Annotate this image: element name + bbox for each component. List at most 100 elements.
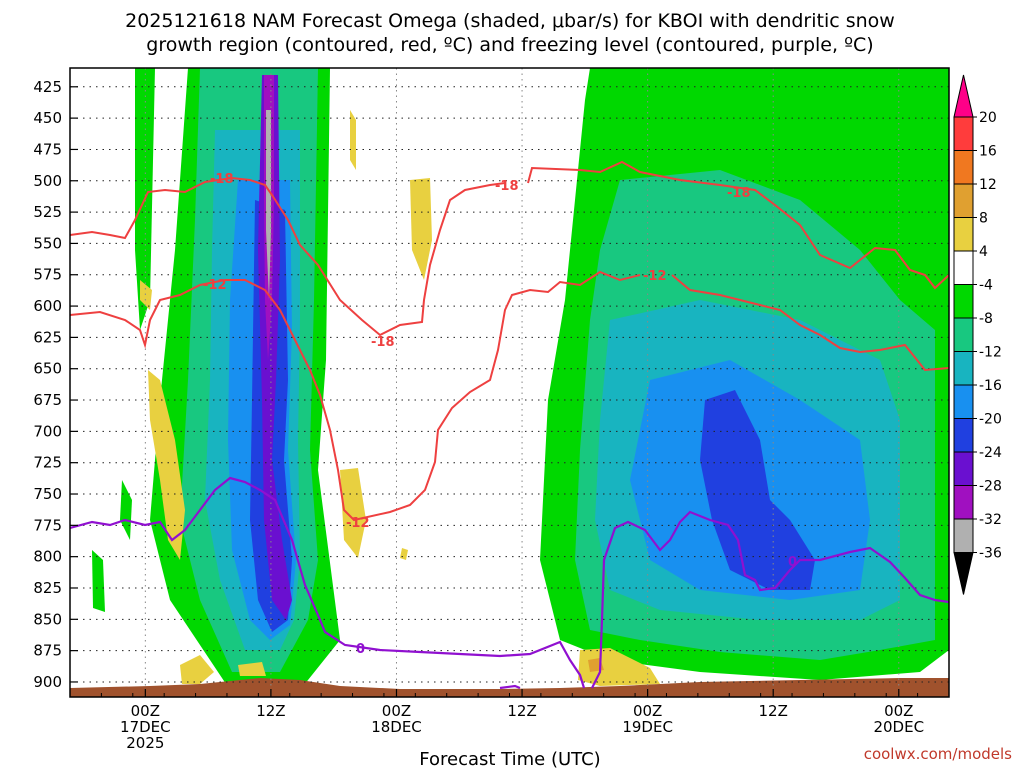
y-tick-label: 575 (33, 266, 62, 284)
dgz-label-1: -18 (210, 172, 234, 187)
colorbar-tick-label: 12 (979, 177, 997, 193)
contour-labels: -18 -12 -18 -12 -18 -12 -18 0 0 (203, 172, 797, 657)
dgz-contour-minus12-right (671, 274, 949, 372)
x-tick-label: 2025 (126, 734, 164, 752)
colorbar-tick-label: -16 (979, 378, 1002, 394)
y-tick-label: 675 (33, 391, 62, 409)
x-tick-label: 17DEC (120, 718, 171, 736)
x-axis-label: Forecast Time (UTC) (419, 749, 600, 768)
omega-region-24-right (700, 390, 815, 590)
colorbar-tick-label: -36 (979, 546, 1002, 562)
omega-region-pos-10 (400, 548, 408, 560)
dgz-label-3: -18 (371, 335, 395, 350)
y-tick-label: 725 (33, 454, 62, 472)
y-tick-label: 500 (33, 172, 62, 190)
omega-region-pos-6 (180, 655, 214, 684)
omega-region-pos-7 (238, 662, 266, 676)
x-tick-label: 12Z (507, 702, 536, 720)
y-tick-label: 550 (33, 234, 62, 252)
colorbar-tick-label: -8 (979, 311, 993, 327)
x-tick-label: 12Z (256, 702, 285, 720)
colorbar-tick-label: -32 (979, 512, 1002, 528)
y-tick-label: 900 (33, 673, 62, 691)
omega-shading (92, 68, 949, 690)
y-axis-ticks: 425 450 475 500 525 550 575 600 625 650 675 700 725 7… (33, 78, 78, 691)
y-tick-label: 525 (33, 203, 62, 221)
colorbar: 20 16 12 8 4 -4 -8 -12 -16 -20 -24 -28 -32 -36 (953, 74, 1002, 595)
colorbar-tick-label: 4 (979, 244, 988, 260)
freezing-contour-right (591, 510, 949, 689)
omega-region-8-left-c (92, 550, 105, 612)
colorbar-cell (953, 518, 974, 553)
omega-region-pos-5 (340, 468, 366, 558)
colorbar-tick-label: 8 (979, 211, 988, 227)
y-tick-label: 700 (33, 422, 62, 440)
freezing-contour-left (70, 476, 586, 689)
terrain-ground (70, 678, 949, 697)
y-tick-label: 800 (33, 548, 62, 566)
y-tick-label: 625 (33, 328, 62, 346)
x-tick-label: 19DEC (622, 718, 673, 736)
colorbar-tick-label: -4 (979, 278, 993, 294)
colorbar-cell (953, 183, 974, 218)
y-tick-label: 750 (33, 485, 62, 503)
omega-region-pos-1 (148, 370, 185, 560)
colorbar-bottom-arrow (953, 552, 974, 595)
y-tick-label: 850 (33, 610, 62, 628)
omega-region-pos-2 (140, 280, 152, 310)
colorbar-cell (953, 451, 974, 486)
y-tick-label: 650 (33, 360, 62, 378)
y-tick-label: 775 (33, 516, 62, 534)
omega-region-pos-3 (350, 110, 356, 170)
colorbar-top-arrow (953, 74, 974, 118)
x-tick-label: 20DEC (873, 718, 924, 736)
x-tick-label: 18DEC (371, 718, 422, 736)
dgz-contour-minus18-left (70, 176, 506, 337)
colorbar-tick-label: -28 (979, 479, 1002, 495)
credit-text: coolwx.com/models (864, 745, 1012, 763)
colorbar-tick-label: 16 (979, 144, 997, 160)
dgz-contour-minus18-right (527, 160, 949, 290)
x-tick-label: 00Z (884, 702, 913, 720)
chart-grid (70, 68, 949, 697)
omega-region-8-left-d (120, 480, 132, 540)
y-tick-label: 450 (33, 109, 62, 127)
freezing-label-2: 0 (788, 555, 797, 570)
omega-region-pos-4 (410, 178, 432, 280)
dgz-label-4: -12 (346, 516, 370, 531)
colorbar-tick-label: -12 (979, 345, 1002, 361)
contour-lines (70, 160, 949, 690)
y-tick-label: 475 (33, 140, 62, 158)
colorbar-cell (953, 317, 974, 352)
colorbar-cell (953, 485, 974, 520)
dgz-label-5: -18 (495, 179, 519, 194)
colorbar-cell (953, 384, 974, 419)
colorbar-cell (953, 351, 974, 386)
y-tick-label: 600 (33, 297, 62, 315)
colorbar-tick-label: -20 (979, 412, 1002, 428)
x-tick-label: 12Z (759, 702, 788, 720)
colorbar-tick-label: 20 (979, 110, 997, 126)
x-tick-label: 00Z (131, 702, 160, 720)
x-tick-label: 00Z (633, 702, 662, 720)
omega-region-36-left (266, 110, 271, 300)
freezing-label-1: 0 (356, 642, 365, 657)
y-tick-label: 875 (33, 642, 62, 660)
colorbar-cell (953, 250, 974, 285)
colorbar-cell (953, 116, 974, 151)
colorbar-tick-label: -24 (979, 445, 1002, 461)
dgz-label-6: -12 (643, 269, 667, 284)
colorbar-cell (953, 418, 974, 453)
dgz-contour-minus12-left (70, 270, 641, 522)
colorbar-cell (953, 284, 974, 319)
y-tick-label: 425 (33, 78, 62, 96)
colorbar-cell (953, 150, 974, 185)
chart-title-line1: 2025121618 NAM Forecast Omega (shaded, μ… (125, 10, 895, 32)
freezing-contour-fragment (499, 684, 521, 690)
x-tick-label: 00Z (382, 702, 411, 720)
dgz-label-7: -18 (727, 186, 751, 201)
dgz-label-2: -12 (203, 278, 227, 293)
colorbar-cell (953, 217, 974, 252)
